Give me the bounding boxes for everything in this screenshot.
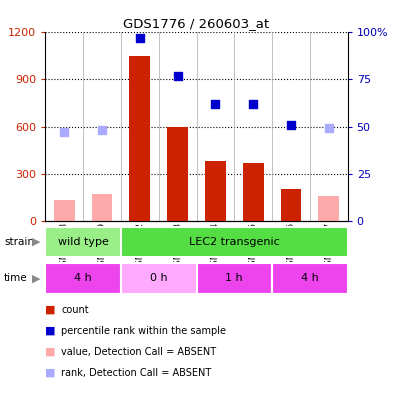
Point: [99, 127, 105, 134]
Text: ▶: ▶: [32, 237, 41, 247]
Point: [250, 101, 256, 107]
Text: 4 h: 4 h: [301, 273, 319, 283]
Bar: [54, 200, 75, 221]
Text: ■: ■: [45, 305, 56, 315]
Point: [288, 122, 294, 128]
Text: value, Detection Call = ABSENT: value, Detection Call = ABSENT: [61, 347, 216, 357]
Text: rank, Detection Call = ABSENT: rank, Detection Call = ABSENT: [61, 368, 211, 378]
Text: 4 h: 4 h: [74, 273, 92, 283]
Text: ■: ■: [45, 326, 56, 336]
Bar: [197, 263, 272, 294]
Bar: [280, 189, 301, 221]
Point: [61, 129, 68, 135]
Text: 1 h: 1 h: [226, 273, 243, 283]
Bar: [45, 227, 121, 257]
Text: ■: ■: [45, 368, 56, 378]
Bar: [121, 227, 348, 257]
Text: ■: ■: [45, 347, 56, 357]
Bar: [272, 263, 348, 294]
Text: 0 h: 0 h: [150, 273, 167, 283]
Text: time: time: [4, 273, 28, 283]
Text: ▶: ▶: [32, 273, 41, 283]
Text: percentile rank within the sample: percentile rank within the sample: [61, 326, 226, 336]
Bar: [205, 161, 226, 221]
Text: strain: strain: [4, 237, 34, 247]
Point: [325, 125, 332, 132]
Bar: [243, 163, 263, 221]
Text: count: count: [61, 305, 89, 315]
Point: [137, 35, 143, 41]
Bar: [45, 263, 121, 294]
Bar: [92, 194, 113, 221]
Point: [212, 101, 218, 107]
Point: [175, 72, 181, 79]
Text: wild type: wild type: [58, 237, 109, 247]
Bar: [121, 263, 197, 294]
Text: LEC2 transgenic: LEC2 transgenic: [189, 237, 280, 247]
Title: GDS1776 / 260603_at: GDS1776 / 260603_at: [124, 17, 269, 30]
Bar: [130, 56, 150, 221]
Bar: [167, 126, 188, 221]
Bar: [318, 196, 339, 221]
